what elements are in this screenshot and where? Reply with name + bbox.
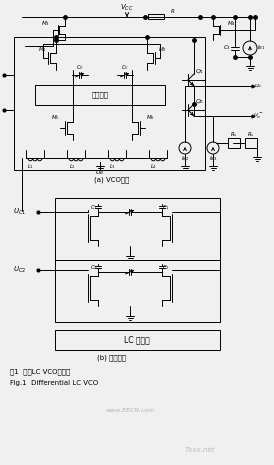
Text: $M_2$: $M_2$ xyxy=(158,46,166,54)
Text: $R$: $R$ xyxy=(170,7,175,15)
Bar xyxy=(228,138,240,148)
Text: $u_o$: $u_o$ xyxy=(254,82,262,90)
Text: $C_V$: $C_V$ xyxy=(76,64,84,73)
Text: $C_V$: $C_V$ xyxy=(121,64,129,73)
Bar xyxy=(35,85,165,105)
Text: $I_{B1}$: $I_{B1}$ xyxy=(257,44,265,53)
Text: $C_1$: $C_1$ xyxy=(162,204,170,213)
Text: 图1  差分LC VCO谐振器: 图1 差分LC VCO谐振器 xyxy=(10,369,70,375)
Text: Txxx.net: Txxx.net xyxy=(185,447,215,453)
Bar xyxy=(55,330,220,350)
Text: 电容阵列: 电容阵列 xyxy=(92,92,109,98)
Text: $U_T$: $U_T$ xyxy=(0,71,1,80)
Text: $M_6$: $M_6$ xyxy=(145,113,155,122)
Text: $M_5$: $M_5$ xyxy=(51,113,59,122)
Text: $C_2$: $C_2$ xyxy=(90,264,98,272)
Text: (a) VCO电路: (a) VCO电路 xyxy=(94,177,130,183)
Text: $Q_1$: $Q_1$ xyxy=(195,67,205,76)
Text: $M_3$: $M_3$ xyxy=(41,20,49,28)
Text: $U_B$: $U_B$ xyxy=(95,168,105,178)
Bar xyxy=(245,138,257,148)
Text: (b) 电容阵列: (b) 电容阵列 xyxy=(98,355,127,361)
Bar xyxy=(55,260,220,322)
Text: $L_3$: $L_3$ xyxy=(110,163,116,172)
Text: $I_{B2}$: $I_{B2}$ xyxy=(181,154,189,164)
Text: $L_4$: $L_4$ xyxy=(150,163,158,172)
Bar xyxy=(14,37,205,170)
Text: $I_{B3}$: $I_{B3}$ xyxy=(209,154,217,164)
Text: $U_{C2}$: $U_{C2}$ xyxy=(13,265,27,275)
Text: $R_s$: $R_s$ xyxy=(230,131,238,140)
Text: $L_2$: $L_2$ xyxy=(68,163,75,172)
Text: $V_{CC}$: $V_{CC}$ xyxy=(120,3,134,13)
Text: $C_3$: $C_3$ xyxy=(223,44,231,53)
Bar xyxy=(55,198,220,260)
Text: LC 谐振腔: LC 谐振腔 xyxy=(124,336,150,345)
Text: $R_s$: $R_s$ xyxy=(247,131,255,140)
Text: $M_1$: $M_1$ xyxy=(38,46,46,54)
Text: $M_4$: $M_4$ xyxy=(227,20,236,28)
Text: $C_2$: $C_2$ xyxy=(162,264,170,272)
Text: $Q_2$: $Q_2$ xyxy=(195,98,205,106)
Bar xyxy=(148,14,164,20)
Text: $u_o^-$: $u_o^-$ xyxy=(253,111,263,121)
Text: www.EECN.com: www.EECN.com xyxy=(105,407,155,412)
Text: $U_{C1}$: $U_{C1}$ xyxy=(13,207,27,217)
Text: $C_1$: $C_1$ xyxy=(90,204,98,213)
Text: Fig.1  Differential LC VCO: Fig.1 Differential LC VCO xyxy=(10,380,98,386)
Text: $L_1$: $L_1$ xyxy=(27,163,35,172)
